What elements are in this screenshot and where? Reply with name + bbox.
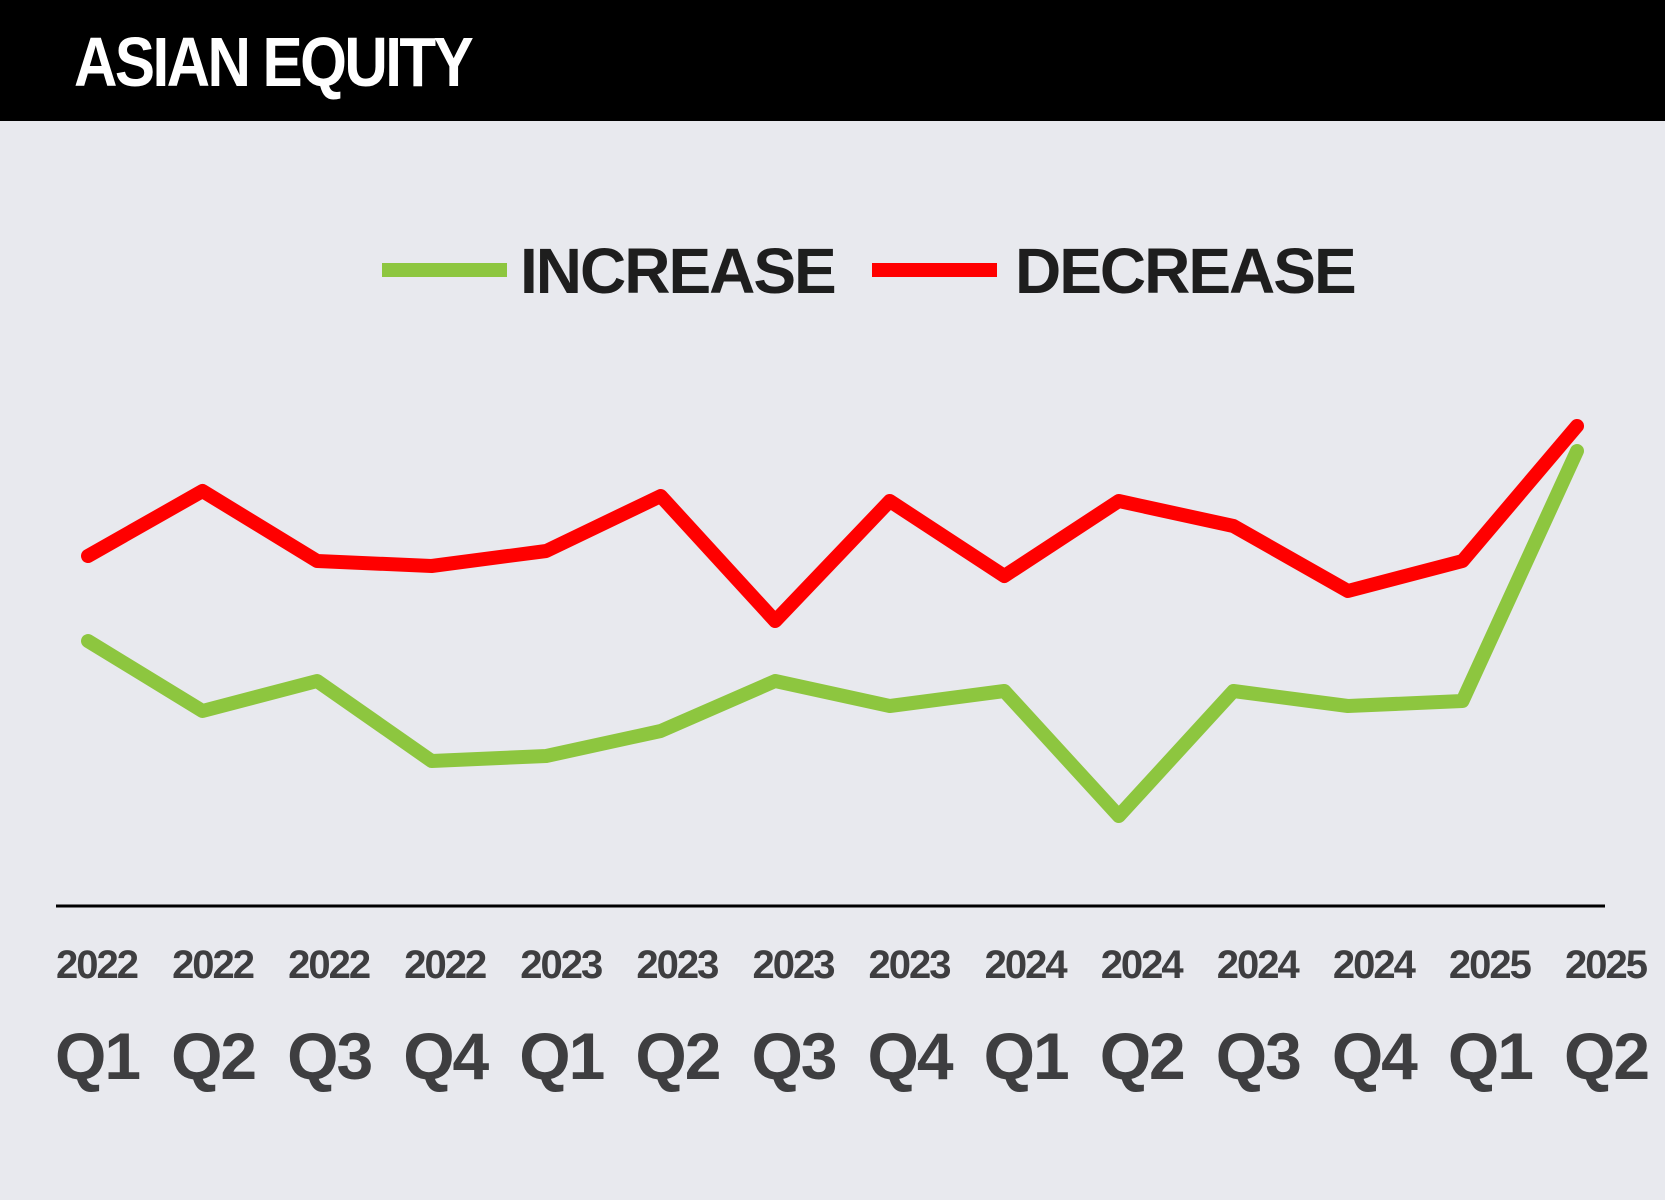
x-tick-year: 2024 bbox=[1101, 943, 1185, 987]
x-tick-quarter: Q4 bbox=[403, 1019, 489, 1093]
x-tick-year: 2023 bbox=[752, 943, 834, 987]
x-tick-quarter: Q2 bbox=[1564, 1019, 1648, 1093]
x-tick-quarter: Q1 bbox=[519, 1019, 603, 1093]
x-tick-quarter: Q3 bbox=[287, 1019, 371, 1093]
x-tick-year: 2024 bbox=[985, 943, 1069, 987]
x-tick-quarter: Q1 bbox=[1448, 1019, 1532, 1093]
legend-label-decrease: DECREASE bbox=[1015, 235, 1355, 307]
legend-label-increase: INCREASE bbox=[520, 235, 835, 307]
x-axis-ticks: 2022 Q1 2022 Q2 2022 Q3 2022 Q4 2023 Q1 2023 Q2 2023… bbox=[55, 943, 1650, 1093]
line-chart: INCREASE DECREASE 2022 Q1 2022 Q2 2022 Q3 2022 Q… bbox=[55, 235, 1650, 1093]
x-tick-quarter: Q1 bbox=[984, 1019, 1068, 1093]
x-tick-quarter: Q1 bbox=[55, 1019, 139, 1093]
x-tick-year: 2025 bbox=[1449, 943, 1532, 987]
x-tick-quarter: Q2 bbox=[171, 1019, 255, 1093]
legend: INCREASE DECREASE bbox=[382, 235, 1357, 307]
x-tick-year: 2022 bbox=[404, 943, 486, 987]
x-tick-year: 2025 bbox=[1565, 943, 1648, 987]
x-tick-quarter: Q2 bbox=[1100, 1019, 1184, 1093]
x-tick-year: 2022 bbox=[172, 943, 254, 987]
chart-title: ASIAN EQUITY bbox=[74, 23, 474, 101]
x-tick-quarter: Q4 bbox=[868, 1019, 954, 1093]
x-tick-year: 2023 bbox=[869, 943, 951, 987]
x-tick-year: 2023 bbox=[636, 943, 718, 987]
x-tick-quarter: Q3 bbox=[1216, 1019, 1300, 1093]
x-tick-year: 2022 bbox=[288, 943, 370, 987]
title-bar: ASIAN EQUITY bbox=[0, 0, 1665, 121]
x-tick-year: 2023 bbox=[520, 943, 602, 987]
x-tick-quarter: Q4 bbox=[1332, 1019, 1418, 1093]
x-tick-year: 2022 bbox=[56, 943, 138, 987]
series-layer bbox=[81, 419, 1584, 823]
series-line-decrease bbox=[81, 419, 1584, 628]
series-line-increase bbox=[81, 444, 1584, 823]
x-tick-quarter: Q2 bbox=[635, 1019, 719, 1093]
x-tick-quarter: Q3 bbox=[751, 1019, 835, 1093]
x-tick-year: 2024 bbox=[1217, 943, 1301, 987]
x-tick-year: 2024 bbox=[1333, 943, 1417, 987]
